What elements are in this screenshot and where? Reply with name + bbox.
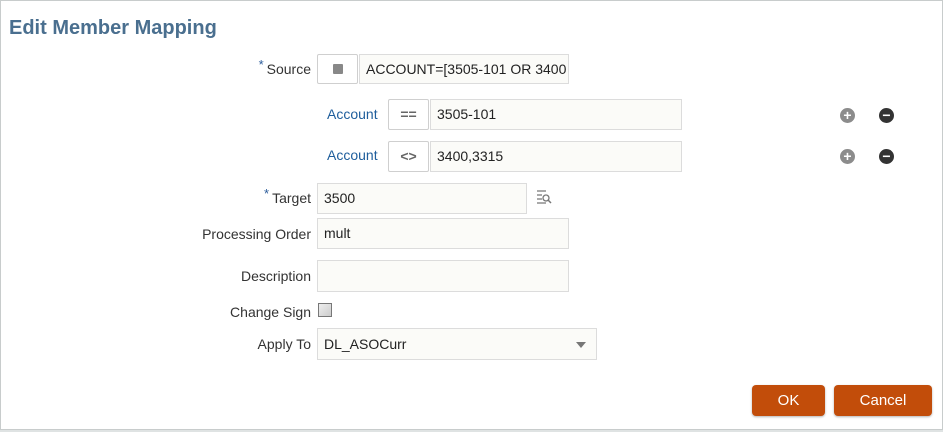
condition-1-value-input[interactable]: 3505-101 bbox=[430, 99, 682, 130]
condition-2-operator-button[interactable]: <> bbox=[388, 141, 429, 172]
ok-button[interactable]: OK bbox=[752, 385, 825, 416]
cancel-button[interactable]: Cancel bbox=[834, 385, 932, 416]
target-input[interactable]: 3500 bbox=[317, 183, 527, 214]
condition-1-dimension-link[interactable]: Account bbox=[327, 106, 378, 122]
processing-order-input[interactable]: mult bbox=[317, 218, 569, 249]
condition-1-operator-button[interactable]: == bbox=[388, 99, 429, 130]
description-label: Description bbox=[240, 268, 311, 284]
apply-to-select[interactable]: DL_ASOCurr bbox=[317, 328, 597, 360]
change-sign-checkbox[interactable] bbox=[318, 303, 332, 317]
add-condition-icon[interactable]: + bbox=[840, 108, 855, 123]
required-mark: * bbox=[258, 57, 264, 72]
source-input[interactable]: ACCOUNT=[3505-101 OR 3400 bbox=[359, 54, 569, 84]
add-condition-icon[interactable]: + bbox=[840, 149, 855, 164]
search-member-icon[interactable] bbox=[536, 189, 552, 205]
remove-condition-icon[interactable]: − bbox=[879, 149, 894, 164]
dialog-title: Edit Member Mapping bbox=[9, 17, 217, 39]
processing-order-label: Processing Order bbox=[202, 226, 311, 242]
change-sign-label: Change Sign bbox=[230, 304, 311, 320]
apply-to-label: Apply To bbox=[257, 336, 311, 352]
chevron-down-icon bbox=[576, 342, 586, 348]
cube-icon bbox=[332, 64, 343, 74]
description-input[interactable] bbox=[317, 260, 569, 292]
apply-to-value: DL_ASOCurr bbox=[324, 336, 407, 352]
remove-condition-icon[interactable]: − bbox=[879, 108, 894, 123]
required-mark: * bbox=[264, 186, 270, 201]
source-label: * Source bbox=[111, 54, 311, 84]
target-label: * Target bbox=[111, 183, 311, 213]
condition-2-value-input[interactable]: 3400,3315 bbox=[430, 141, 682, 172]
condition-2-dimension-link[interactable]: Account bbox=[327, 147, 378, 163]
source-member-selector-button[interactable] bbox=[317, 54, 358, 84]
target-label-text: Target bbox=[272, 190, 311, 206]
source-label-text: Source bbox=[266, 61, 311, 77]
